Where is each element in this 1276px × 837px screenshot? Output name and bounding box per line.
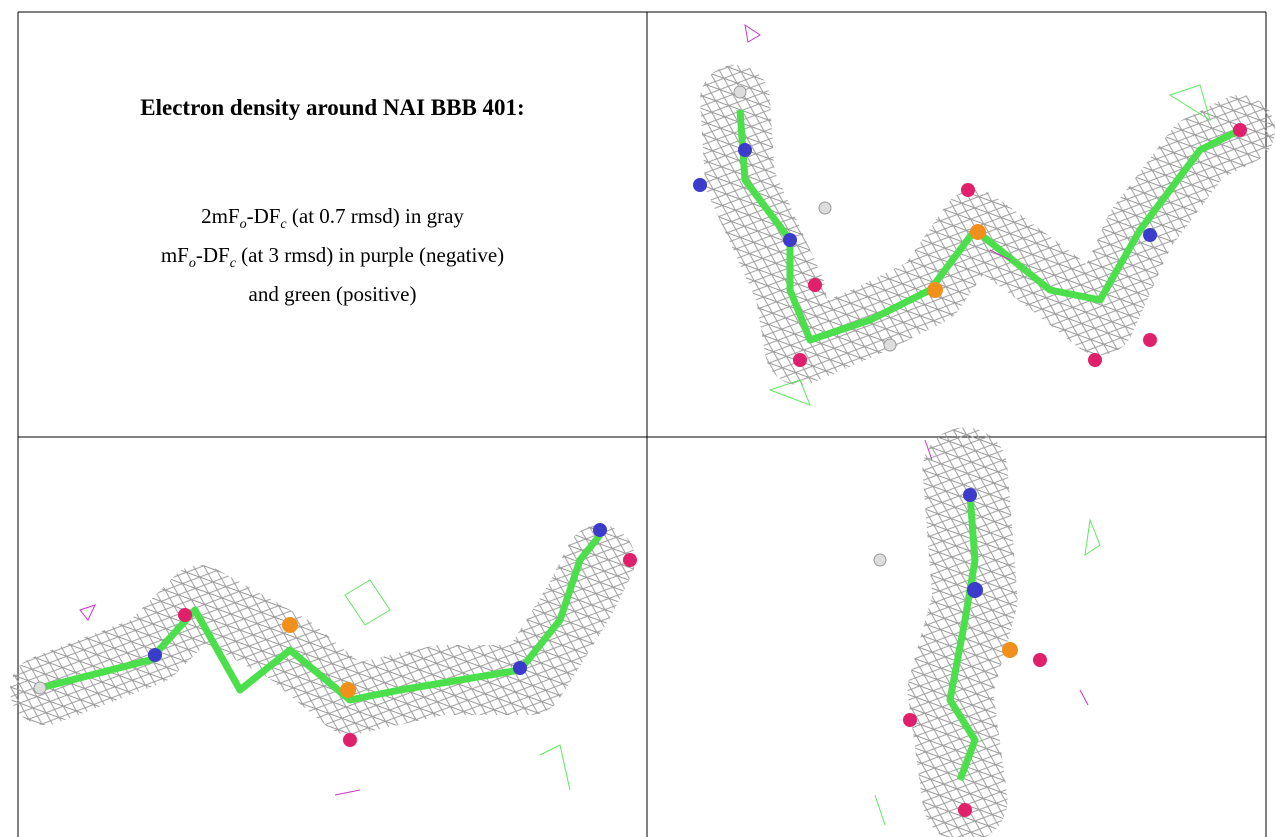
atom <box>1002 642 1018 658</box>
atom <box>1143 228 1157 242</box>
text: -DF <box>196 243 230 267</box>
atom <box>884 339 896 351</box>
atom <box>963 488 977 502</box>
atom <box>927 282 943 298</box>
page: {"caption": {"title": "Electron density … <box>0 0 1276 837</box>
caption-line: 2mFo-DFc (at 0.7 rmsd) in gray <box>19 201 646 240</box>
molecule-bottom-right <box>874 440 1100 825</box>
atom <box>1033 653 1047 667</box>
caption-title: Electron density around NAI BBB 401: <box>19 95 646 121</box>
atom <box>34 682 46 694</box>
atom <box>734 86 746 98</box>
atom <box>623 553 637 567</box>
text: (at 0.7 rmsd) in gray <box>287 204 464 228</box>
atom <box>738 143 752 157</box>
atom <box>282 617 298 633</box>
molecule-bottom-left <box>34 523 637 795</box>
atom <box>1088 353 1102 367</box>
atom <box>903 713 917 727</box>
atom <box>1233 123 1247 137</box>
text: and green (positive) <box>249 282 417 306</box>
text: 2mF <box>201 204 240 228</box>
atom <box>819 202 831 214</box>
caption-cell: Electron density around NAI BBB 401: 2mF… <box>19 13 646 436</box>
atom <box>808 278 822 292</box>
subscript: o <box>189 256 196 271</box>
atom <box>1143 333 1157 347</box>
caption-lines: 2mFo-DFc (at 0.7 rmsd) in gray mFo-DFc (… <box>19 201 646 309</box>
atom <box>593 523 607 537</box>
page-body: Electron density around NAI BBB 401: 2mF… <box>0 0 1276 837</box>
text: (at 3 rmsd) in purple (negative) <box>236 243 504 267</box>
caption-line: and green (positive) <box>19 279 646 309</box>
atom <box>793 353 807 367</box>
atom <box>783 233 797 247</box>
subscript: o <box>240 217 247 232</box>
molecule-top-right <box>693 25 1247 405</box>
atom <box>148 648 162 662</box>
atom <box>343 733 357 747</box>
atom <box>961 183 975 197</box>
atom <box>958 803 972 817</box>
atom <box>513 661 527 675</box>
density-mesh <box>735 100 1240 350</box>
atom <box>967 582 983 598</box>
atom <box>340 682 356 698</box>
atom <box>874 554 886 566</box>
caption-line: mFo-DFc (at 3 rmsd) in purple (negative) <box>19 240 646 279</box>
atom <box>178 608 192 622</box>
atom <box>970 224 986 240</box>
text: mF <box>161 243 189 267</box>
atom <box>693 178 707 192</box>
text: -DF <box>247 204 281 228</box>
